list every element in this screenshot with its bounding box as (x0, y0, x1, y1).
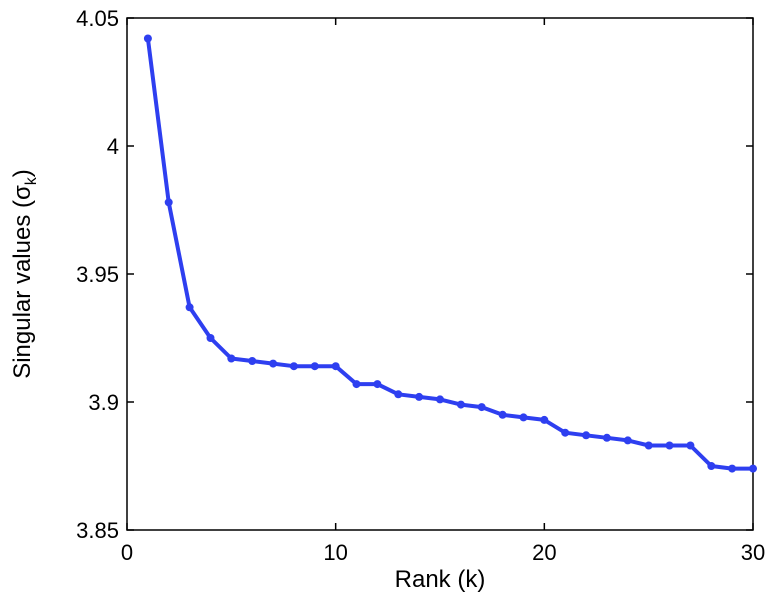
plot-area (126, 17, 754, 531)
y-tick-label: 4 (107, 134, 119, 159)
data-point (373, 380, 382, 389)
data-point (477, 403, 486, 412)
y-tick-label: 3.9 (88, 390, 119, 415)
data-point (602, 433, 611, 442)
data-point (686, 441, 695, 450)
data-point (561, 428, 570, 437)
data-point (227, 354, 236, 363)
x-tick-label: 30 (741, 540, 765, 565)
data-point (352, 380, 361, 389)
data-point (707, 462, 716, 470)
data-point (728, 464, 737, 473)
y-axis-label-close: ) (9, 169, 36, 177)
y-tick-label: 4.05 (76, 6, 119, 31)
data-point (415, 392, 424, 401)
data-point (519, 413, 528, 422)
data-point (644, 441, 653, 450)
data-point (582, 431, 591, 440)
data-point (206, 334, 215, 342)
y-axis-label: Singular values (σk) (9, 169, 40, 379)
data-point (456, 400, 465, 409)
x-axis-label: Rank (k) (395, 566, 486, 593)
data-point (394, 390, 403, 399)
y-axis-label-main: Singular values (σ (9, 185, 36, 379)
series-markers (143, 34, 757, 473)
data-point (498, 410, 507, 419)
axis-ticks (126, 17, 754, 531)
data-point (248, 357, 257, 365)
data-point (143, 34, 152, 43)
data-point (185, 303, 194, 312)
x-tick-label: 10 (323, 540, 347, 565)
y-tick-label: 3.95 (76, 262, 119, 287)
data-point (436, 395, 444, 404)
data-point (540, 415, 549, 424)
data-point (310, 362, 319, 371)
data-point (289, 362, 298, 371)
data-point (331, 362, 340, 371)
y-axis-label-subscript: k (23, 176, 40, 185)
data-point (623, 436, 632, 445)
y-tick-label: 3.85 (76, 518, 119, 543)
data-point (269, 359, 278, 368)
x-tick-label: 0 (121, 540, 133, 565)
data-point (749, 464, 757, 473)
axis-tick-labels: 0 10 20 30 3.85 3.9 3.95 4 4.05 (76, 6, 765, 565)
data-point (665, 441, 674, 450)
x-tick-label: 20 (532, 540, 556, 565)
data-point (164, 198, 173, 207)
